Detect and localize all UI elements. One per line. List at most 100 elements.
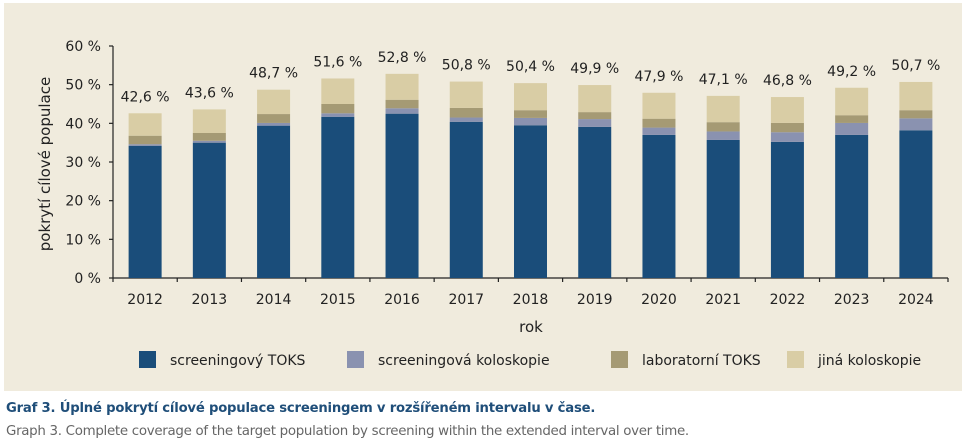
bar-segment-screeningový-toks-2020 bbox=[642, 134, 676, 278]
x-tick-label: 2013 bbox=[192, 292, 228, 308]
legend-item: screeningová koloskopie bbox=[347, 351, 550, 369]
bar-group-2020 bbox=[642, 92, 676, 278]
total-label: 52,8 % bbox=[378, 50, 427, 66]
bar-segment-screeningová-koloskopie-2021 bbox=[706, 131, 740, 140]
bar-segment-laboratorní-toks-2018 bbox=[514, 110, 547, 118]
x-tick-label: 2012 bbox=[127, 292, 163, 308]
bar-group-2014 bbox=[257, 89, 291, 278]
x-tick-label: 2024 bbox=[898, 292, 934, 308]
bar-segment-laboratorní-toks-2020 bbox=[642, 118, 676, 128]
bar-segment-jiná-koloskopie-2024 bbox=[899, 81, 933, 111]
bar-segment-screeningová-koloskopie-2014 bbox=[257, 122, 291, 126]
legend-item: laboratorní TOKS bbox=[611, 351, 761, 369]
chart-panel: 0 % 10 % 20 % 30 % 40 % 50 % 60 % 2012 2013 2014… bbox=[4, 3, 962, 391]
bar-segment-laboratorní-toks-2023 bbox=[835, 115, 869, 123]
x-axis: 2012 2013 2014 2015 2016 2017 2018 2019 2020 2021… bbox=[112, 277, 949, 308]
total-label: 49,9 % bbox=[570, 61, 619, 77]
legend-swatch bbox=[139, 351, 156, 368]
bar-segment-screeningový-toks-2018 bbox=[514, 125, 547, 279]
bar-segment-screeningová-koloskopie-2020 bbox=[642, 127, 676, 135]
bar-group-2022 bbox=[770, 97, 804, 278]
legend-label: jiná koloskopie bbox=[817, 353, 921, 369]
x-tick-label: 2020 bbox=[641, 292, 677, 308]
total-label: 42,6 % bbox=[121, 89, 170, 105]
total-label: 47,1 % bbox=[699, 72, 748, 88]
total-label: 50,4 % bbox=[506, 59, 555, 75]
bar-segment-laboratorní-toks-2024 bbox=[899, 110, 933, 119]
stacked-bar-chart: 0 % 10 % 20 % 30 % 40 % 50 % 60 % 2012 2013 2014… bbox=[36, 39, 949, 369]
bar-segment-laboratorní-toks-2022 bbox=[770, 122, 804, 133]
bar-segment-jiná-koloskopie-2021 bbox=[706, 95, 740, 123]
bar-segment-jiná-koloskopie-2018 bbox=[514, 83, 547, 111]
bar-segment-screeningový-toks-2024 bbox=[899, 130, 933, 278]
total-label: 46,8 % bbox=[763, 73, 812, 89]
bar-group-2018 bbox=[514, 83, 547, 279]
x-tick-label: 2022 bbox=[770, 292, 806, 308]
bar-segment-screeningová-koloskopie-2022 bbox=[770, 132, 804, 142]
x-tick-label: 2016 bbox=[384, 292, 420, 308]
bar-group-2023 bbox=[835, 87, 869, 278]
bar-segment-jiná-koloskopie-2015 bbox=[321, 78, 355, 104]
bar-group-2024 bbox=[899, 81, 933, 278]
total-label: 43,6 % bbox=[185, 85, 234, 101]
legend-swatch bbox=[347, 351, 364, 368]
bar-segment-screeningový-toks-2019 bbox=[578, 126, 612, 279]
bar-segment-jiná-koloskopie-2012 bbox=[128, 113, 162, 136]
bar-segment-screeningový-toks-2012 bbox=[128, 145, 162, 278]
total-label: 51,6 % bbox=[313, 54, 362, 70]
bar-segment-screeningová-koloskopie-2016 bbox=[385, 108, 419, 114]
bar-segment-laboratorní-toks-2019 bbox=[578, 112, 612, 120]
bar-segment-screeningová-koloskopie-2024 bbox=[899, 118, 933, 131]
bar-group-2013 bbox=[192, 109, 226, 278]
figure-caption-czech: Graf 3. Úplné pokrytí cílové populace sc… bbox=[6, 401, 596, 416]
x-tick-label: 2017 bbox=[448, 292, 484, 308]
total-label: 49,2 % bbox=[827, 64, 876, 80]
bar-segment-laboratorní-toks-2021 bbox=[706, 122, 740, 132]
bar-segment-jiná-koloskopie-2016 bbox=[385, 73, 419, 100]
y-tick-label: 30 % bbox=[65, 155, 101, 171]
legend: screeningový TOKS screeningová koloskopie… bbox=[139, 351, 921, 369]
bar-segment-screeningový-toks-2016 bbox=[385, 113, 419, 279]
x-tick-label: 2015 bbox=[320, 292, 356, 308]
total-label: 47,9 % bbox=[634, 69, 683, 85]
bar-segment-screeningová-koloskopie-2019 bbox=[578, 119, 612, 127]
bar-group-2016 bbox=[385, 73, 419, 279]
bar-segment-screeningový-toks-2014 bbox=[257, 125, 291, 278]
y-tick-label: 50 % bbox=[65, 78, 101, 94]
legend-swatch bbox=[611, 351, 628, 368]
x-tick-label: 2021 bbox=[705, 292, 741, 308]
bar-segment-jiná-koloskopie-2019 bbox=[578, 85, 612, 113]
legend-item: screeningový TOKS bbox=[139, 351, 306, 369]
bar-segment-screeningový-toks-2023 bbox=[835, 134, 869, 278]
bar-segment-jiná-koloskopie-2013 bbox=[192, 109, 226, 133]
y-axis: 0 % 10 % 20 % 30 % 40 % 50 % 60 % bbox=[65, 39, 114, 287]
bar-segment-laboratorní-toks-2014 bbox=[257, 114, 291, 123]
y-tick-label: 60 % bbox=[65, 39, 101, 55]
y-axis-label: pokrytí cílové populace bbox=[36, 77, 54, 251]
bar-segment-screeningový-toks-2015 bbox=[321, 116, 355, 278]
total-label: 48,7 % bbox=[249, 66, 298, 82]
x-tick-label: 2019 bbox=[577, 292, 613, 308]
legend-item: jiná koloskopie bbox=[787, 351, 921, 369]
x-tick-label: 2018 bbox=[513, 292, 549, 308]
figure-caption-english: Graph 3. Complete coverage of the target… bbox=[6, 424, 689, 439]
bar-group-2015 bbox=[321, 78, 355, 278]
bar-segment-jiná-koloskopie-2020 bbox=[642, 92, 676, 119]
bar-segment-laboratorní-toks-2013 bbox=[192, 133, 226, 141]
bar-segment-screeningový-toks-2021 bbox=[706, 139, 740, 278]
y-tick-label: 10 % bbox=[65, 232, 101, 248]
legend-swatch bbox=[787, 351, 804, 368]
bars bbox=[128, 73, 933, 279]
y-tick-label: 20 % bbox=[65, 194, 101, 210]
x-axis-label: rok bbox=[519, 318, 543, 336]
bar-segment-jiná-koloskopie-2023 bbox=[835, 87, 869, 116]
total-label: 50,8 % bbox=[442, 58, 491, 74]
bar-group-2021 bbox=[706, 95, 740, 278]
bar-segment-screeningová-koloskopie-2015 bbox=[321, 113, 355, 117]
y-tick-label: 0 % bbox=[74, 271, 101, 287]
x-tick-label: 2023 bbox=[834, 292, 870, 308]
legend-label: screeningový TOKS bbox=[170, 353, 306, 369]
bar-segment-screeningový-toks-2017 bbox=[449, 121, 483, 278]
total-labels: 42,6 % 43,6 % 48,7 % 51,6 % 52,8 % 50,8 % 50,4… bbox=[121, 50, 941, 105]
bar-segment-laboratorní-toks-2016 bbox=[385, 99, 419, 109]
